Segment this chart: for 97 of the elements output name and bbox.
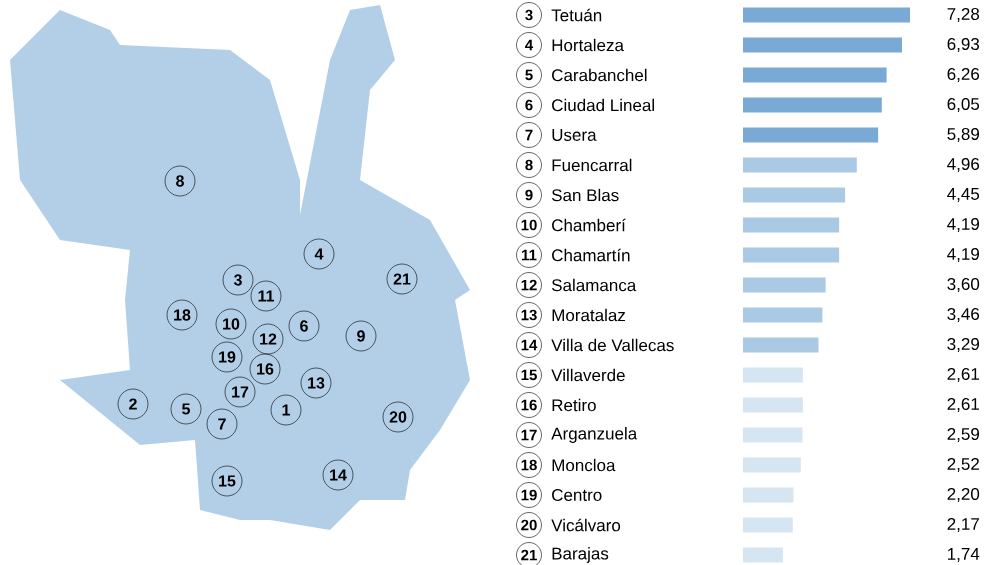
- text: 19: [219, 351, 236, 363]
- y-tick-label: Hortaleza: [552, 38, 624, 52]
- data-label: 4,45: [947, 188, 980, 202]
- text: 13: [521, 309, 537, 321]
- bar: [743, 397, 803, 413]
- data-label: 1,74: [948, 548, 980, 562]
- y-tick-label: Tetuán: [551, 8, 602, 22]
- data-label: 3,46: [947, 307, 980, 323]
- data-label: 2,52: [947, 457, 979, 473]
- bar: [743, 547, 783, 563]
- bar: [743, 277, 826, 293]
- text: 13: [308, 377, 325, 389]
- bar: [743, 427, 803, 443]
- y-tick-label: Carabanchel: [552, 68, 647, 82]
- bar: [743, 37, 902, 53]
- bar: [743, 7, 911, 23]
- bar: [743, 337, 819, 353]
- bar: [743, 127, 879, 143]
- text: 10: [223, 318, 240, 330]
- y-tick-label: Salamanca: [551, 278, 637, 292]
- text: 17: [521, 429, 537, 441]
- bar: [743, 487, 794, 503]
- text: 18: [521, 459, 537, 471]
- text: 14: [521, 339, 538, 351]
- text: 16: [257, 363, 274, 375]
- data-label: 3,60: [947, 277, 980, 293]
- text: 11: [258, 290, 275, 302]
- text: 7: [218, 418, 226, 430]
- bar: [743, 307, 823, 323]
- text: 21: [521, 549, 537, 561]
- text: 10: [521, 219, 537, 231]
- data-label: 2,20: [947, 487, 980, 503]
- data-label: 6,93: [947, 37, 980, 53]
- text: 7: [525, 129, 533, 141]
- data-label: 4,96: [947, 157, 980, 173]
- text: 6: [300, 320, 308, 332]
- text: 17: [232, 386, 249, 398]
- text: 4: [525, 39, 534, 51]
- data-label: 2,17: [947, 517, 979, 533]
- text: 15: [521, 369, 537, 381]
- y-tick-label: Barajas: [552, 547, 609, 563]
- y-tick-label: Chamartín: [552, 248, 630, 262]
- text: 15: [219, 475, 236, 487]
- data-label: 2,61: [947, 397, 979, 413]
- text: 5: [525, 69, 533, 81]
- text: 16: [521, 399, 537, 411]
- data-label: 7,28: [947, 7, 980, 23]
- text: 14: [330, 469, 347, 481]
- text: 2: [129, 398, 137, 410]
- text: 3: [233, 274, 242, 286]
- bar: [743, 367, 803, 383]
- text: 9: [525, 189, 533, 201]
- y-tick-label: Ciudad Lineal: [552, 98, 654, 112]
- y-tick-label: Retiro: [552, 398, 596, 412]
- text: 18: [174, 309, 191, 321]
- text: 1: [282, 404, 291, 416]
- data-label: 3,29: [947, 337, 980, 353]
- text: 5: [182, 403, 191, 415]
- text: 8: [176, 175, 184, 187]
- bar: [743, 217, 840, 233]
- text: 6: [525, 99, 533, 111]
- bar: [743, 67, 887, 83]
- y-tick-label: San Blas: [551, 188, 619, 202]
- bar: [743, 247, 840, 263]
- text: 3: [525, 9, 533, 21]
- y-tick-label: Moncloa: [552, 458, 616, 472]
- y-tick-label: Arganzuela: [551, 427, 638, 443]
- data-label: 5,89: [947, 127, 980, 143]
- y-tick-label: Moratalaz: [552, 308, 625, 322]
- y-tick-label: Vicálvaro: [551, 518, 621, 532]
- y-tick-label: Villa de Vallecas: [551, 338, 674, 352]
- y-tick-label: Centro: [552, 488, 602, 502]
- text: 9: [357, 330, 365, 342]
- data-label: 6,26: [947, 67, 980, 83]
- text: 19: [521, 489, 537, 501]
- y-tick-label: Fuencarral: [552, 158, 632, 172]
- data-label: 6,05: [947, 97, 980, 113]
- y-tick-label: Chamberí: [552, 218, 626, 232]
- y-tick-label: Usera: [552, 129, 597, 141]
- y-tick-label: Villaverde: [551, 368, 625, 382]
- text: 20: [521, 519, 537, 531]
- data-label: 2,59: [947, 427, 980, 443]
- bar: [743, 517, 793, 533]
- text: 8: [525, 159, 533, 171]
- data-label: 4,19: [947, 217, 980, 233]
- text: 12: [260, 333, 277, 345]
- text: 4: [314, 248, 324, 260]
- data-label: 2,61: [947, 367, 979, 383]
- text: 20: [389, 411, 407, 423]
- text: 11: [522, 249, 537, 261]
- text: 12: [521, 279, 537, 291]
- bar: [743, 457, 801, 473]
- text: 21: [393, 273, 411, 285]
- bar: [743, 157, 857, 173]
- bar: [743, 187, 846, 203]
- data-label: 4,19: [947, 247, 980, 263]
- bar: [743, 97, 882, 113]
